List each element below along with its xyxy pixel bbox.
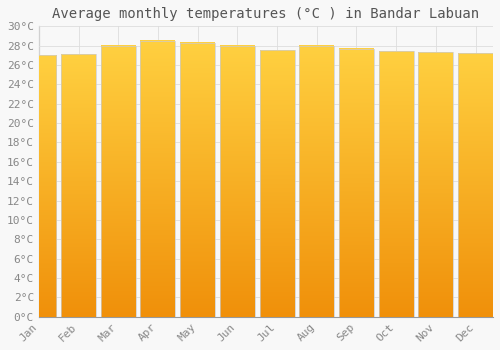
Bar: [100, 46, 136, 317]
Bar: [180, 43, 215, 317]
Bar: [458, 54, 493, 317]
Bar: [339, 49, 374, 317]
Bar: [140, 41, 175, 317]
Bar: [22, 55, 56, 317]
Bar: [220, 46, 255, 317]
Title: Average monthly temperatures (°C ) in Bandar Labuan: Average monthly temperatures (°C ) in Ba…: [52, 7, 480, 21]
Bar: [378, 51, 414, 317]
Bar: [300, 46, 334, 317]
Bar: [260, 50, 294, 317]
Bar: [418, 52, 454, 317]
Bar: [61, 54, 96, 317]
